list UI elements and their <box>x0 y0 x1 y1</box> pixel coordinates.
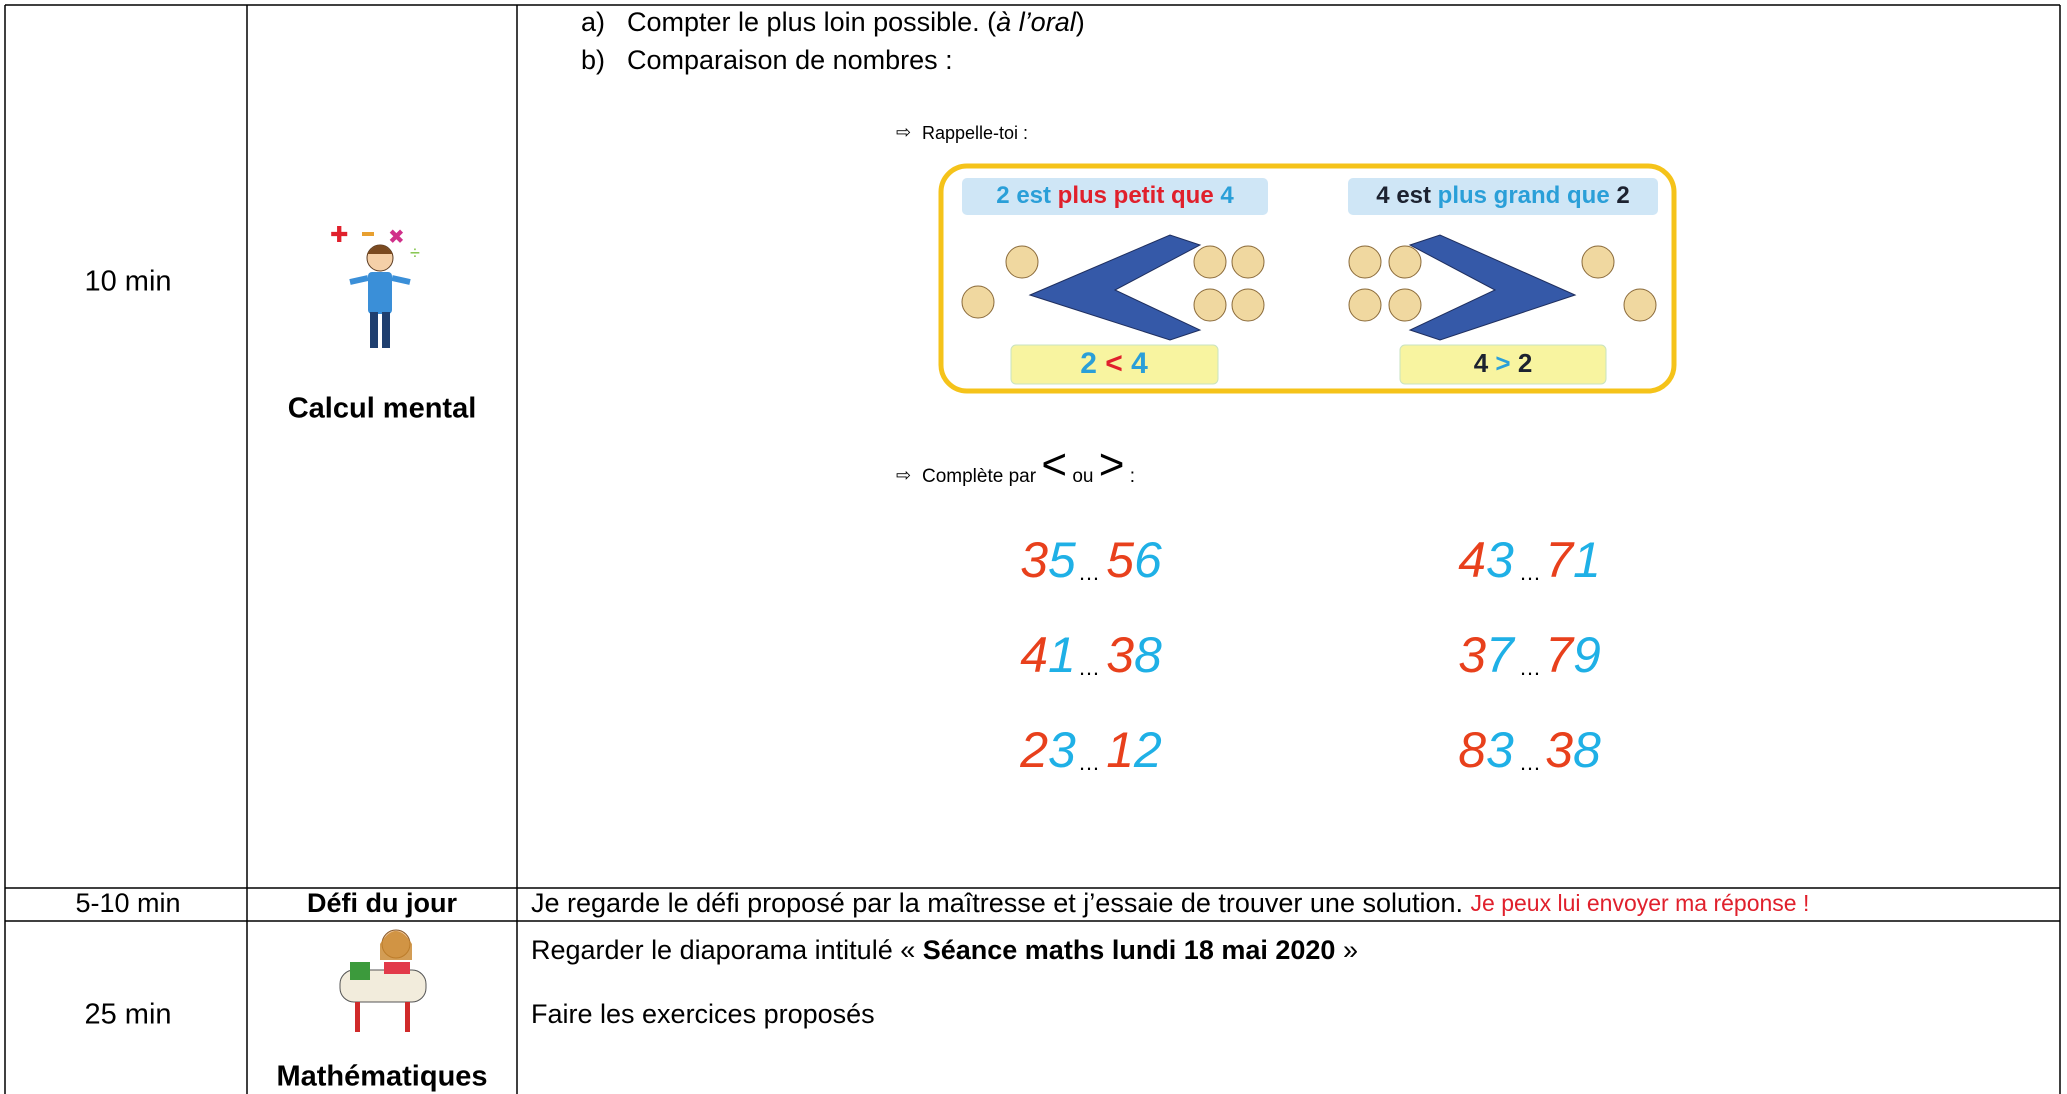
text-part: Je regarde le défi proposé par la maître… <box>531 888 1463 918</box>
duration: 10 min <box>84 266 171 298</box>
reminder-sign: 4 > 2 <box>1474 348 1533 378</box>
text-part: ou <box>1072 466 1093 487</box>
arrow: ⇨ <box>896 122 911 142</box>
separator: … <box>1078 560 1100 585</box>
number: 38 <box>1106 627 1162 683</box>
activity: Mathématiques <box>276 1061 487 1093</box>
arrow: ⇨ <box>896 465 911 485</box>
girl-at-desk-icon <box>339 929 427 1032</box>
content-text: Je regarde le défi proposé par la maître… <box>531 888 1809 918</box>
number: 56 <box>1106 532 1162 588</box>
text-part: 4 <box>1123 347 1148 380</box>
number: 12 <box>1106 722 1162 778</box>
reminder-label: Rappelle-toi : <box>922 123 1028 143</box>
text-part: 4 <box>1214 182 1235 209</box>
text-part: 4 <box>1474 348 1496 378</box>
item-text: Compter le plus loin possible. (à l’oral… <box>627 7 1085 37</box>
note: Je peux lui envoyer ma réponse ! <box>1471 890 1810 916</box>
text-part: plus petit que <box>1058 182 1214 209</box>
separator: … <box>1519 560 1541 585</box>
item-marker: a) <box>581 7 605 37</box>
number: 83 <box>1458 722 1514 778</box>
content-text: Faire les exercices proposés <box>531 999 875 1029</box>
text-part: < <box>1105 347 1123 380</box>
content-text: Regarder le diaporama intitulé « Séance … <box>531 935 1358 965</box>
instruction: Complète par < ou > : <box>922 440 1135 489</box>
reminder-title: 4 est plus grand que 2 <box>1376 182 1629 209</box>
svg-text:✚: ✚ <box>330 222 348 247</box>
text-part: ) <box>1076 7 1085 37</box>
text-part: : <box>1130 466 1135 487</box>
text-part: < <box>1041 440 1067 489</box>
separator: … <box>1078 750 1100 775</box>
svg-text:÷: ÷ <box>410 243 420 263</box>
text-part: 2 <box>1610 182 1630 209</box>
text-part: 2 <box>1511 348 1533 378</box>
activity: Calcul mental <box>288 393 477 425</box>
text-part: 2 est <box>996 182 1057 209</box>
duration: 25 min <box>84 999 171 1031</box>
svg-text:✖: ✖ <box>388 226 405 248</box>
item-marker: b) <box>581 45 605 75</box>
number: 38 <box>1545 722 1601 778</box>
number: 79 <box>1545 627 1601 683</box>
number: 37 <box>1458 627 1516 683</box>
table-grid <box>4 4 2061 1094</box>
text-part: > <box>1099 440 1125 489</box>
text-part: plus grand que <box>1438 182 1610 209</box>
text-part: Regarder le diaporama intitulé « <box>531 935 923 965</box>
text-part: Séance maths lundi 18 mai 2020 <box>923 935 1336 965</box>
activity: Défi du jour <box>307 888 457 918</box>
text-part: 2 <box>1080 347 1105 380</box>
reminder-figure <box>938 163 1677 394</box>
text-part: Complète par <box>922 466 1037 487</box>
number: 71 <box>1545 532 1601 588</box>
text-part: Compter le plus loin possible. ( <box>627 7 996 37</box>
juggler-icon: ✚ ✖ ÷ <box>330 222 420 348</box>
separator: … <box>1519 655 1541 680</box>
number: 43 <box>1458 532 1514 588</box>
separator: … <box>1519 750 1541 775</box>
text-part: > <box>1495 348 1510 378</box>
number: 35 <box>1020 532 1076 588</box>
reminder-sign: 2 < 4 <box>1080 347 1148 380</box>
item-text: Comparaison de nombres : <box>627 45 953 75</box>
number: 41 <box>1020 627 1076 683</box>
separator: … <box>1078 655 1100 680</box>
text-part: 4 est <box>1376 182 1437 209</box>
text-part: à l’oral <box>996 7 1077 37</box>
number: 23 <box>1019 722 1076 778</box>
text-part: » <box>1335 935 1358 965</box>
reminder-title: 2 est plus petit que 4 <box>996 182 1234 209</box>
duration: 5-10 min <box>75 888 180 918</box>
